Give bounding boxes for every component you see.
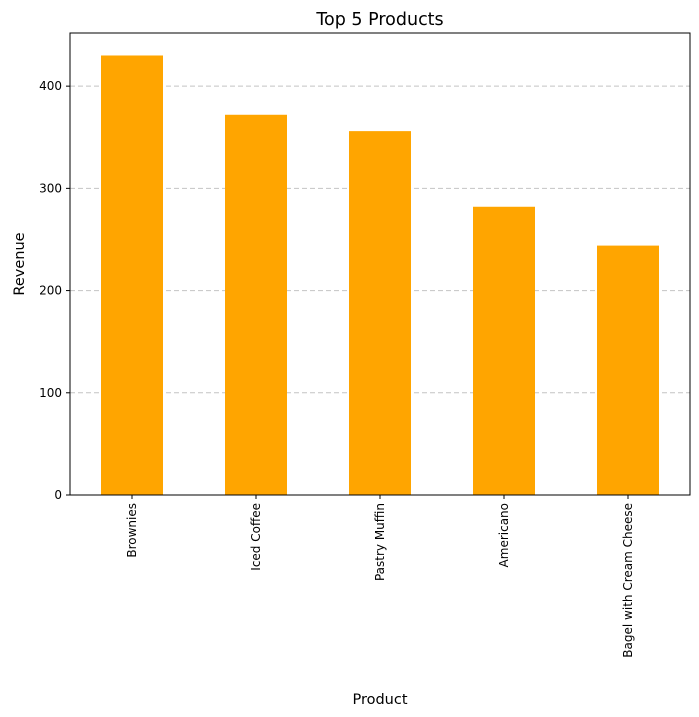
y-tick-label: 100 <box>39 386 62 400</box>
x-tick-label: Pastry Muffin <box>373 503 387 581</box>
x-axis: Brownies Iced Coffee Pastry Muffin American… <box>125 495 635 658</box>
y-tick-label: 0 <box>54 488 62 502</box>
y-axis-title: Revenue <box>12 232 28 295</box>
bar <box>597 245 659 495</box>
x-tick-label: Americano <box>497 503 511 567</box>
chart-title: Top 5 Products <box>315 10 443 30</box>
x-tick-label: Brownies <box>125 503 139 558</box>
x-tick-label: Bagel with Cream Cheese <box>621 503 635 658</box>
bar <box>473 206 535 496</box>
y-tick-label: 400 <box>39 79 62 93</box>
bar <box>225 114 287 496</box>
bars <box>101 55 659 496</box>
y-tick-label: 200 <box>39 284 62 298</box>
gridlines <box>70 85 690 394</box>
y-tick-label: 300 <box>39 181 62 195</box>
bar <box>349 131 411 495</box>
x-axis-title: Product <box>352 692 407 708</box>
y-axis: 0 100 200 300 400 <box>39 79 70 502</box>
bar <box>101 55 163 495</box>
x-tick-label: Iced Coffee <box>249 503 263 571</box>
